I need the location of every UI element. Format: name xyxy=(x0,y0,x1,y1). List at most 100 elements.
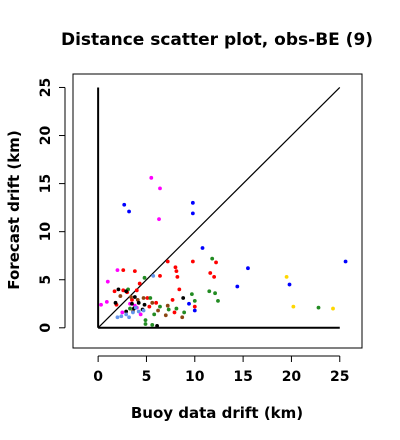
data-point xyxy=(192,298,197,303)
x-tick-label: 10 xyxy=(185,369,205,385)
data-point xyxy=(134,288,139,293)
data-point xyxy=(120,310,125,315)
data-point xyxy=(115,315,120,320)
x-tick-label: 20 xyxy=(282,369,302,385)
y-tick-label: 5 xyxy=(38,275,54,285)
data-point xyxy=(151,273,156,278)
data-point xyxy=(177,287,182,292)
data-point xyxy=(170,298,175,302)
data-point xyxy=(155,323,159,328)
data-point xyxy=(182,310,187,315)
reference-lines xyxy=(97,87,341,329)
data-point xyxy=(124,312,129,317)
data-point xyxy=(343,259,348,264)
data-point xyxy=(141,296,146,300)
x-tick-label: 25 xyxy=(330,369,349,385)
data-point xyxy=(118,294,123,298)
data-point xyxy=(115,268,120,273)
data-point xyxy=(180,315,185,320)
data-point xyxy=(175,274,180,279)
x-tick-label: 5 xyxy=(142,369,152,385)
data-point xyxy=(158,304,162,309)
data-point xyxy=(174,269,179,273)
data-point xyxy=(149,175,154,180)
data-point xyxy=(127,315,131,320)
data-point xyxy=(124,289,129,294)
y-tick-label: 25 xyxy=(38,78,54,97)
data-point xyxy=(166,307,171,312)
data-point xyxy=(127,209,131,214)
data-point xyxy=(163,313,168,318)
data-point xyxy=(150,300,155,305)
data-point xyxy=(131,310,135,315)
data-point xyxy=(156,308,160,313)
x-axis: 0 5 10 15 20 25 xyxy=(93,355,350,385)
data-point xyxy=(132,295,137,299)
data-point xyxy=(99,302,103,307)
data-point xyxy=(132,269,137,273)
data-point xyxy=(143,322,148,326)
data-point xyxy=(208,271,213,275)
data-point xyxy=(190,200,195,205)
data-point xyxy=(154,300,159,305)
data-point xyxy=(113,300,118,305)
data-point xyxy=(136,300,141,305)
data-point xyxy=(119,314,124,319)
data-point xyxy=(142,275,147,280)
data-point xyxy=(147,304,152,309)
data-point xyxy=(136,309,141,314)
data-point xyxy=(190,259,195,264)
data-point xyxy=(316,305,321,310)
data-point xyxy=(200,246,205,250)
data-point xyxy=(121,288,126,293)
data-point xyxy=(187,301,191,306)
data-point xyxy=(137,281,142,286)
y-tick-label: 15 xyxy=(38,174,54,193)
data-point xyxy=(148,296,153,300)
data-point xyxy=(124,309,129,314)
data-point xyxy=(210,256,215,261)
data-point xyxy=(105,279,110,284)
y-tick-label: 20 xyxy=(38,126,54,146)
data-point xyxy=(216,298,220,303)
data-point xyxy=(128,306,132,311)
data-point xyxy=(165,303,170,308)
data-point xyxy=(165,259,170,264)
data-point xyxy=(246,266,250,271)
data-point xyxy=(104,299,109,304)
y-axis: 0 5 10 15 20 25 xyxy=(38,78,66,333)
data-point xyxy=(122,202,127,207)
data-point xyxy=(192,304,197,309)
data-point xyxy=(213,291,217,296)
data-point xyxy=(284,274,289,279)
data-point xyxy=(133,305,138,310)
y-tick-label: 0 xyxy=(38,323,54,333)
data-point xyxy=(287,282,292,287)
data-point xyxy=(172,310,177,315)
data-point xyxy=(135,298,140,302)
data-point xyxy=(116,287,121,292)
y-tick-label: 10 xyxy=(38,222,54,242)
data-point xyxy=(207,289,212,294)
chart-title: Distance scatter plot, obs-BE (9) xyxy=(61,30,373,50)
data-point xyxy=(291,304,296,309)
data-point xyxy=(138,312,143,317)
data-point xyxy=(129,295,133,299)
data-point xyxy=(173,265,178,270)
data-point xyxy=(214,260,218,265)
data-point xyxy=(190,211,195,216)
data-points xyxy=(99,175,348,328)
data-point xyxy=(192,308,197,313)
data-point xyxy=(145,296,150,300)
data-point xyxy=(152,312,157,317)
y-axis-label: Forecast drift (km) xyxy=(5,130,23,289)
data-point xyxy=(331,306,335,311)
data-point xyxy=(142,302,147,307)
data-point xyxy=(181,296,186,300)
data-point xyxy=(212,274,217,279)
x-axis-label: Buoy data drift (km) xyxy=(131,404,303,422)
data-point xyxy=(112,289,117,294)
data-point xyxy=(157,217,161,222)
data-point xyxy=(189,292,194,297)
